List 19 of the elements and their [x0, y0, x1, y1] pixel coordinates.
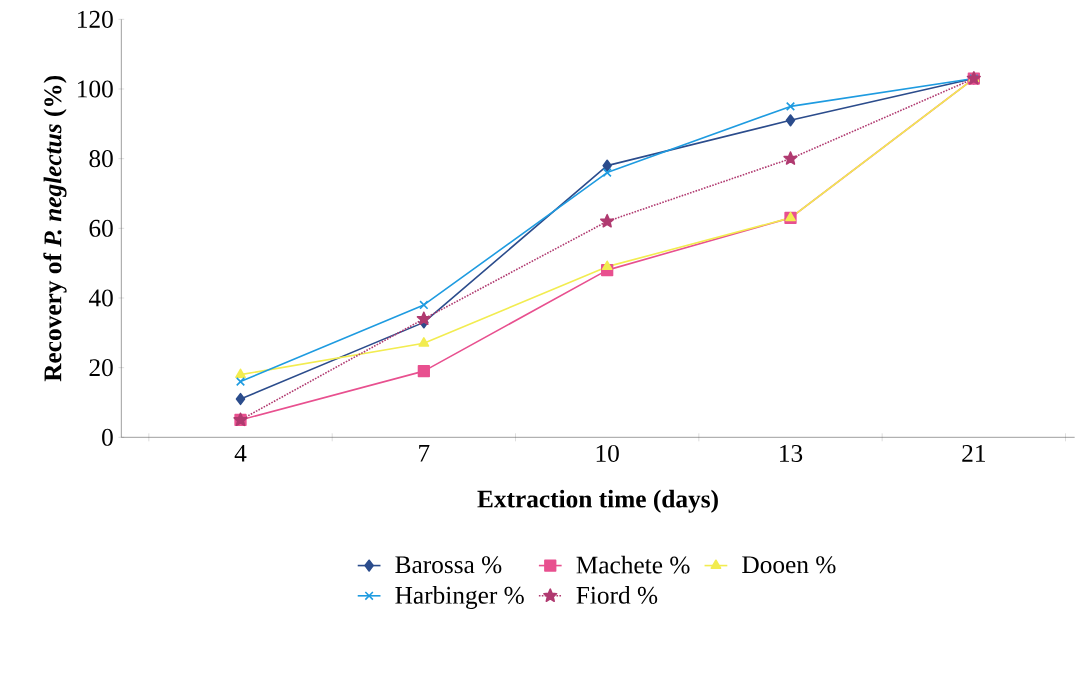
x-tick-label: 13	[780, 444, 803, 462]
legend-label: Barossa %	[395, 556, 502, 574]
legend-label: Harbinger %	[395, 586, 524, 610]
y-tick-label: 80	[89, 150, 113, 168]
x-tick-label: 7	[419, 444, 430, 462]
y-tick-label: 20	[89, 359, 113, 377]
legend-label: Fiord %	[576, 586, 658, 604]
legend-label: Machete %	[576, 555, 690, 574]
y-tick-label: 0	[102, 428, 113, 446]
y-tick-label: 100	[78, 80, 113, 98]
y-tick-label: 60	[89, 219, 113, 237]
legend-label: Dooen %	[742, 556, 836, 574]
x-tick-label: 21	[962, 444, 985, 462]
y-tick-label: 40	[88, 289, 113, 307]
y-axis-title: Recovery of P. neglectus (%)	[43, 75, 67, 382]
x-tick-label: 4	[234, 444, 247, 462]
x-axis-title: Extraction time (days)	[477, 489, 718, 513]
y-tick-label: 120	[78, 10, 113, 28]
x-tick-label: 10	[596, 444, 619, 462]
